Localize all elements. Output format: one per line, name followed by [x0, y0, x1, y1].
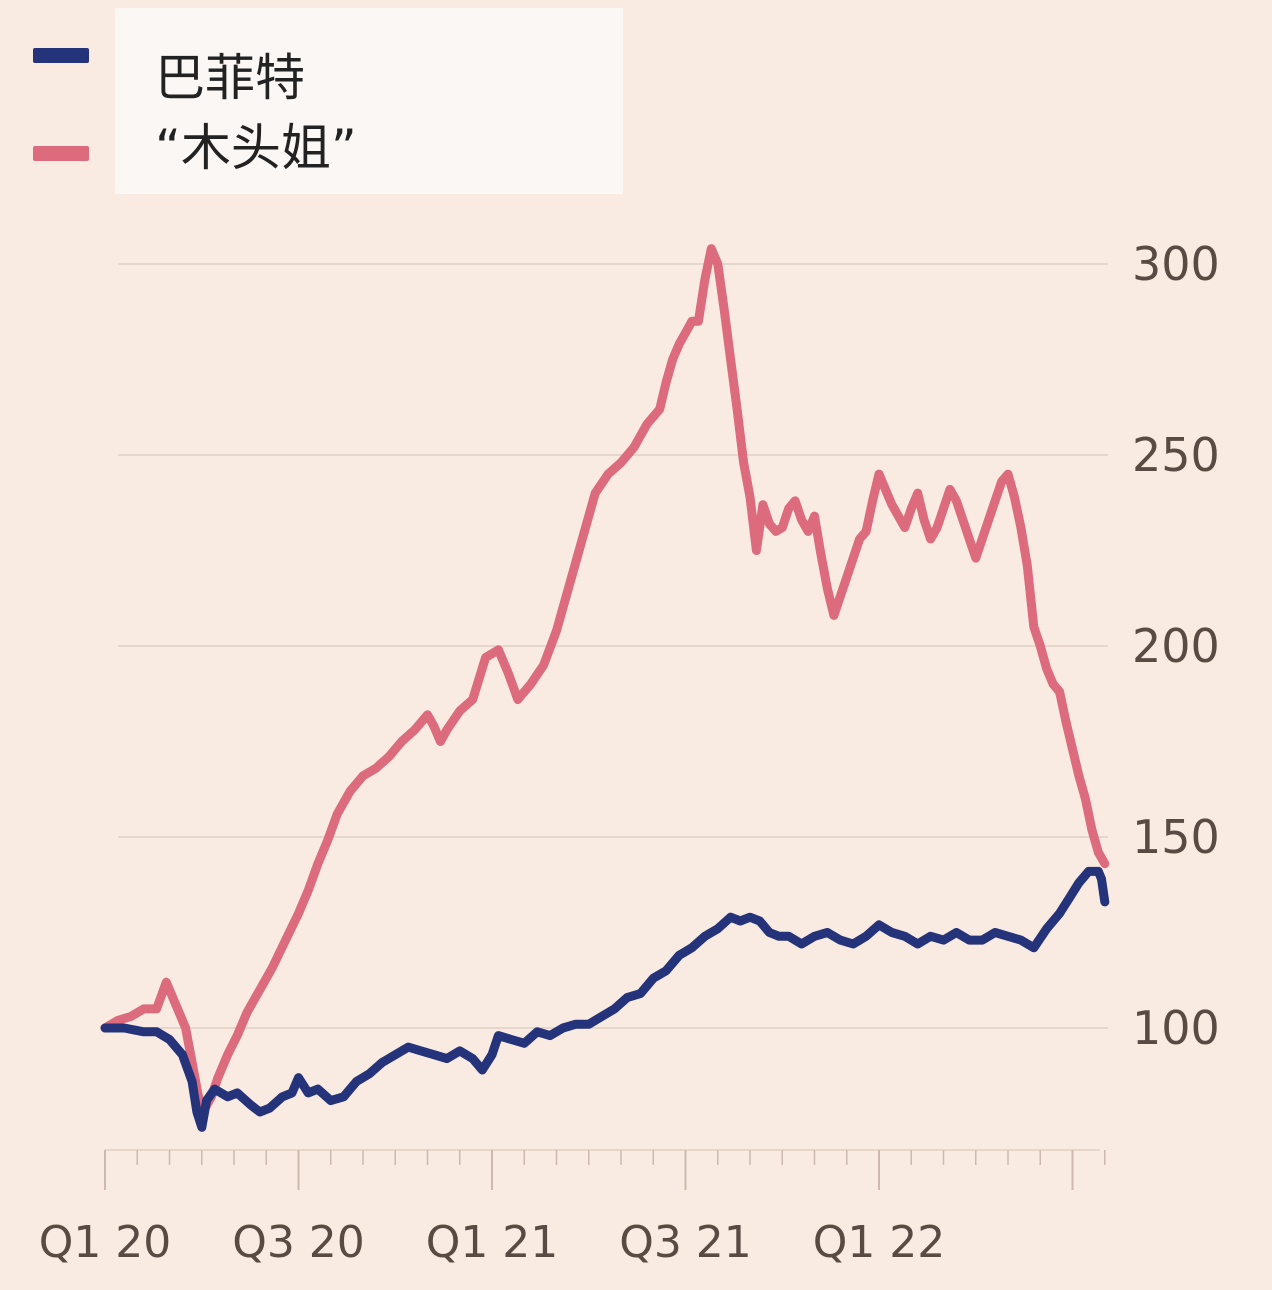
- x-tick-label: Q1 21: [426, 1217, 559, 1268]
- y-tick-label: 250: [1132, 428, 1220, 482]
- series-lines: [100, 244, 1110, 1132]
- x-axis-ticks: Q1 20 Q3 20 Q1 21 Q3 21 Q1 22: [39, 1217, 946, 1268]
- y-tick-label: 100: [1132, 1001, 1220, 1055]
- y-tick-label: 200: [1132, 619, 1220, 673]
- legend-label-buffett: 巴菲特: [155, 49, 305, 107]
- series-line-wood: [100, 244, 1110, 1113]
- x-tick-label: Q3 21: [619, 1217, 752, 1268]
- y-axis-ticks: 300 250 200 150 100: [1132, 237, 1220, 1055]
- grid-lines: [118, 263, 1108, 1029]
- legend-swatch-wood: [33, 146, 89, 161]
- y-tick-label: 300: [1132, 237, 1220, 291]
- x-tick-label: Q3 20: [232, 1217, 365, 1268]
- legend-label-wood: “木头姐”: [155, 119, 357, 177]
- x-axis: [104, 1149, 1106, 1190]
- series-line-buffett: [100, 866, 1110, 1132]
- y-tick-label: 150: [1132, 810, 1220, 864]
- x-tick-label: Q1 20: [39, 1217, 172, 1268]
- legend-swatch-buffett: [33, 48, 89, 63]
- legend: 巴菲特 “木头姐”: [33, 8, 623, 194]
- x-tick-label: Q1 22: [813, 1217, 946, 1268]
